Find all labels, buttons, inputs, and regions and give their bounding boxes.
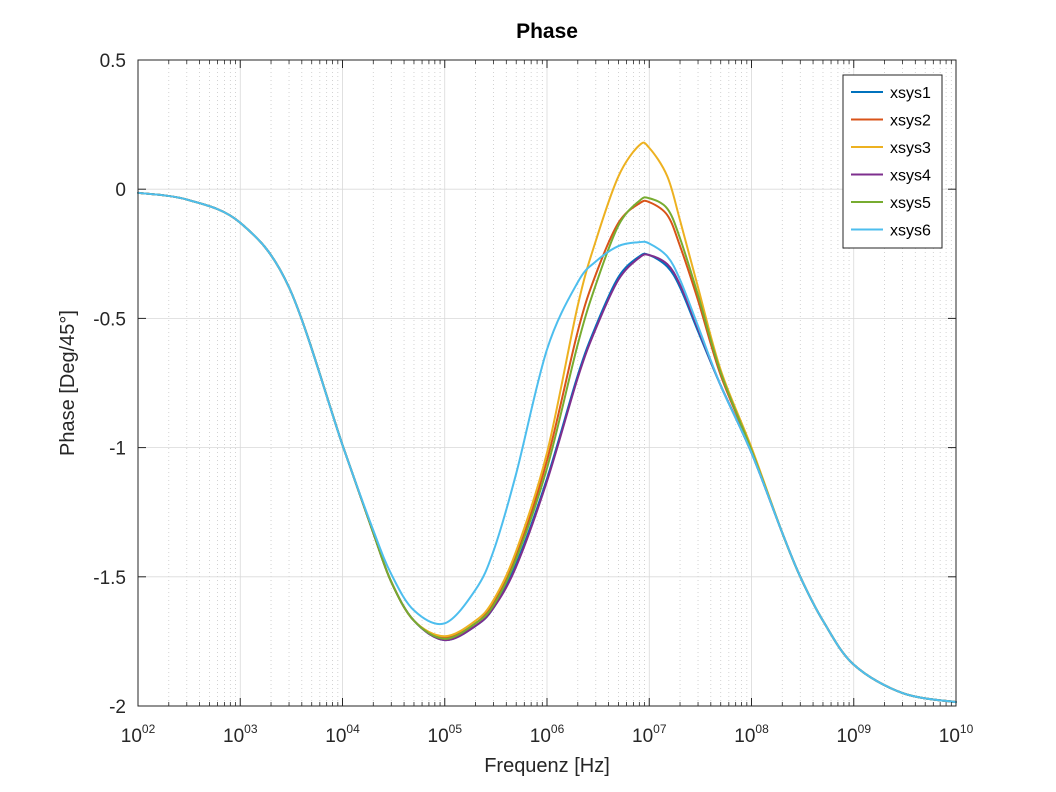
x-tick-exponent: 09 [858, 722, 872, 736]
x-tick-label: 1002 [121, 722, 156, 747]
x-tick-base: 10 [734, 726, 755, 747]
y-axis-title: Phase [Deg/45°] [57, 310, 79, 456]
x-tick-base: 10 [632, 726, 653, 747]
y-tick-labels: 0.5 0 -0.5 -1 -1.5 -2 [93, 51, 126, 718]
x-tick-exponent: 02 [142, 722, 156, 736]
legend-label-xsys5: xsys5 [890, 195, 931, 212]
x-tick-label: 1005 [428, 722, 463, 747]
legend-label-xsys4: xsys4 [890, 168, 931, 185]
x-tick-base: 10 [325, 726, 346, 747]
x-tick-labels: 1002 1003 1004 1005 1006 1007 1008 1009 1010 [121, 722, 974, 747]
legend-label-xsys6: xsys6 [890, 223, 931, 240]
x-tick-exponent: 05 [449, 722, 463, 736]
x-tick-label: 1008 [734, 722, 769, 747]
x-tick-label: 1006 [530, 722, 565, 747]
x-tick-base: 10 [223, 726, 244, 747]
legend-label-xsys1: xsys1 [890, 85, 931, 102]
y-tick-label: 0 [115, 180, 126, 201]
x-tick-base: 10 [939, 726, 960, 747]
y-tick-label: -2 [109, 697, 126, 718]
x-tick-exponent: 10 [960, 722, 974, 736]
x-tick-base: 10 [121, 726, 142, 747]
series-line-xsys6 [137, 191, 957, 704]
chart-title: Phase [516, 20, 578, 43]
x-tick-label: 1004 [325, 722, 360, 747]
y-tick-label: -1 [109, 439, 126, 460]
legend-label-xsys3: xsys3 [890, 140, 931, 157]
major-grid [137, 59, 957, 707]
legend: xsys1 xsys2 xsys3 xsys4 xsys5 xsys6 [842, 74, 943, 249]
x-tick-exponent: 08 [755, 722, 769, 736]
legend-box [842, 74, 943, 249]
x-tick-label: 1009 [837, 722, 872, 747]
x-tick-exponent: 07 [653, 722, 667, 736]
x-tick-exponent: 06 [551, 722, 565, 736]
y-tick-label: -1.5 [93, 568, 126, 589]
y-tick-label: 0.5 [100, 51, 126, 72]
y-tick-label: -0.5 [93, 309, 126, 330]
series-layer [137, 141, 957, 704]
x-tick-label: 1010 [939, 722, 974, 747]
x-tick-label: 1007 [632, 722, 667, 747]
x-tick-exponent: 03 [244, 722, 258, 736]
legend-label-xsys2: xsys2 [890, 113, 931, 130]
tick-marks [137, 59, 957, 707]
x-tick-base: 10 [428, 726, 449, 747]
x-axis-title: Frequenz [Hz] [484, 755, 610, 777]
x-tick-exponent: 04 [346, 722, 360, 736]
x-tick-base: 10 [530, 726, 551, 747]
x-tick-base: 10 [837, 726, 858, 747]
x-tick-label: 1003 [223, 722, 258, 747]
